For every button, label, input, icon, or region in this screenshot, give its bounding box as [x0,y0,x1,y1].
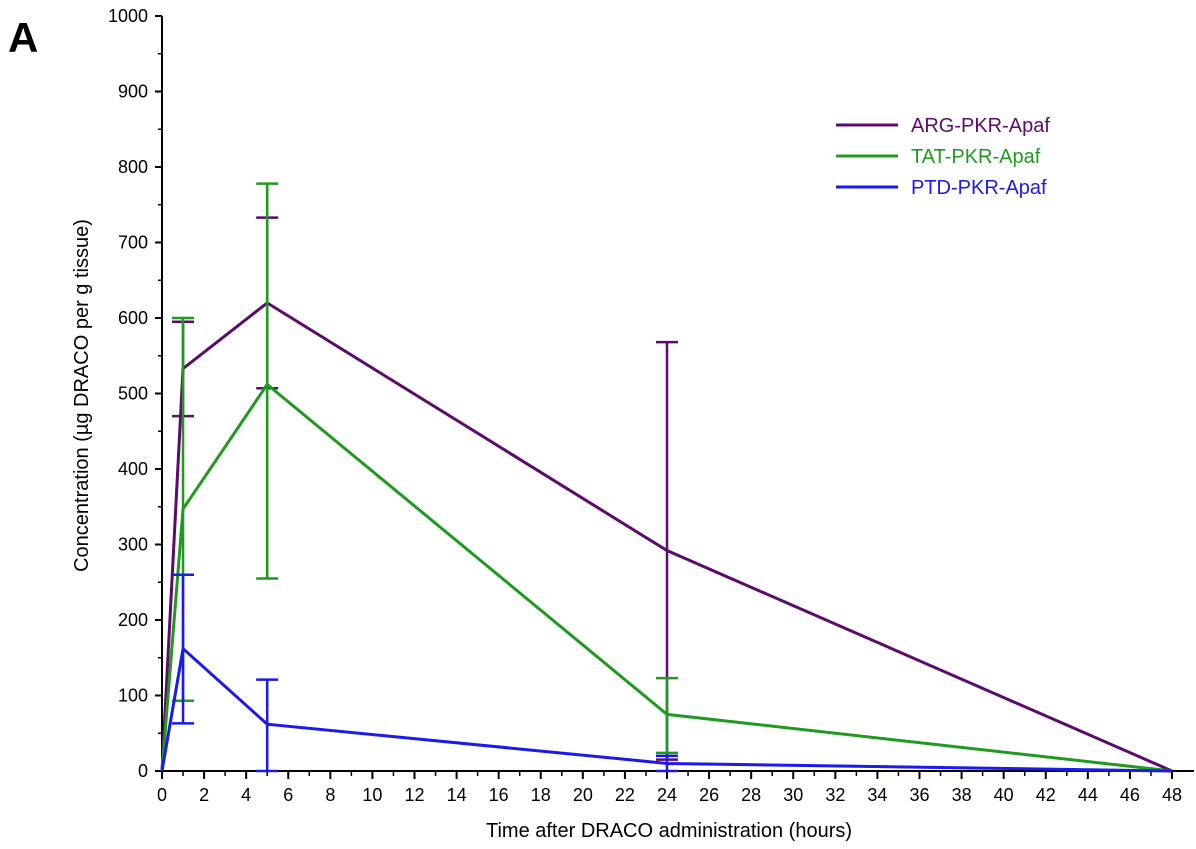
x-tick-label: 48 [1162,785,1182,805]
x-tick-label: 8 [325,785,335,805]
legend-label: PTD-PKR-Apaf [911,177,1047,199]
y-tick-label: 100 [118,686,148,706]
error-bar [656,676,678,755]
x-tick-label: 30 [783,785,803,805]
x-tick-label: 4 [241,785,251,805]
x-tick-label: 16 [489,785,509,805]
x-tick-label: 32 [825,785,845,805]
x-tick-label: 2 [199,785,209,805]
error-bar [172,573,195,725]
x-tick-label: 18 [531,785,551,805]
x-tick-label: 24 [657,785,677,805]
x-tick-label: 12 [404,785,424,805]
x-tick-label: 28 [741,785,761,805]
x-tick-label: 22 [615,785,635,805]
y-axis-label: Concentration (µg DRACO per g tissue) [71,219,93,572]
chart-legend: ARG-PKR-Apaf TAT-PKR-Apaf PTD-PKR-Apaf [836,115,1050,199]
x-tick-label: 10 [362,785,382,805]
panel-label: A [8,14,39,61]
y-tick-label: 0 [138,761,148,781]
y-tick-label: 900 [118,82,148,102]
error-bar [256,678,279,773]
x-tick-label: 0 [157,785,167,805]
error-bar [256,182,279,580]
error-bar [656,754,678,773]
x-axis-label: Time after DRACO administration (hours) [486,820,852,842]
y-tick-label: 200 [118,610,148,630]
x-tick-label: 40 [994,785,1014,805]
x-tick-label: 20 [573,785,593,805]
legend-label: TAT-PKR-Apaf [911,146,1041,168]
x-tick-label: 36 [909,785,929,805]
y-tick-label: 600 [118,308,148,328]
y-tick-label: 1000 [108,6,148,26]
x-tick-label: 38 [952,785,972,805]
x-tick-label: 26 [699,785,719,805]
x-tick-label: 46 [1120,785,1140,805]
legend-label: ARG-PKR-Apaf [911,115,1050,137]
x-tick-label: 6 [283,785,293,805]
x-tick-label: 34 [867,785,887,805]
y-tick-label: 800 [118,157,148,177]
x-tick-label: 14 [447,785,467,805]
y-tick-label: 400 [118,459,148,479]
y-tick-label: 700 [118,233,148,253]
chart-series [160,182,1173,773]
x-tick-label: 44 [1078,785,1098,805]
y-tick-label: 500 [118,384,148,404]
y-tick-label: 300 [118,535,148,555]
x-tick-label: 42 [1036,785,1056,805]
